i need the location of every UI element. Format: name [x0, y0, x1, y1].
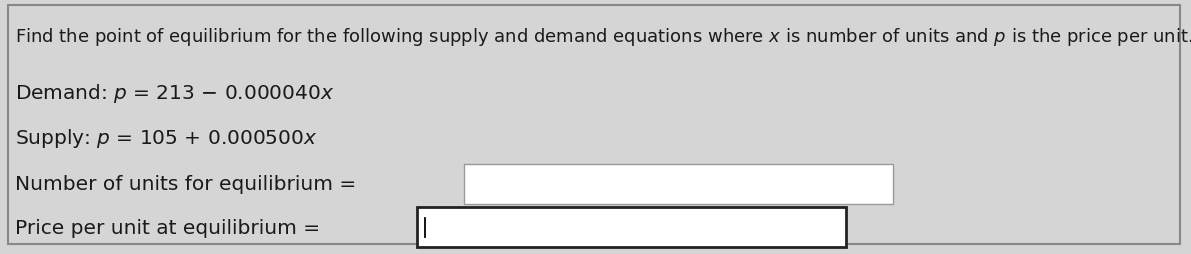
Text: Price per unit at equilibrium =: Price per unit at equilibrium =	[15, 218, 328, 237]
FancyBboxPatch shape	[417, 208, 846, 247]
Text: Supply: $p$ = 105 + 0.000500$x$: Supply: $p$ = 105 + 0.000500$x$	[15, 127, 318, 150]
FancyBboxPatch shape	[464, 165, 893, 204]
Text: Demand: $p$ = 213 $-$ 0.000040$x$: Demand: $p$ = 213 $-$ 0.000040$x$	[15, 81, 335, 104]
Text: Number of units for equilibrium =: Number of units for equilibrium =	[15, 175, 363, 194]
Text: Find the point of equilibrium for the following supply and demand equations wher: Find the point of equilibrium for the fo…	[15, 26, 1191, 48]
FancyBboxPatch shape	[8, 6, 1180, 244]
